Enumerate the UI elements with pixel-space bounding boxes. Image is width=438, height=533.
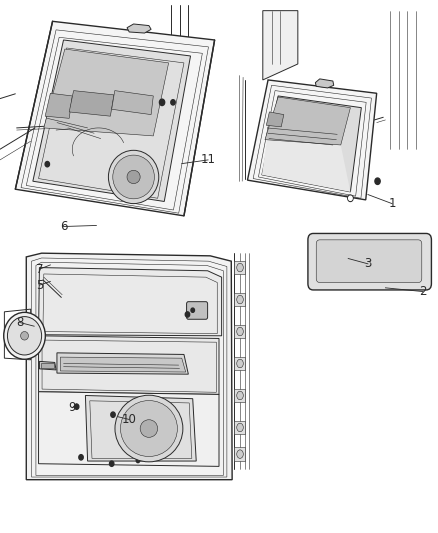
Polygon shape [315, 79, 334, 88]
Circle shape [159, 99, 165, 106]
FancyBboxPatch shape [316, 240, 422, 282]
Ellipse shape [237, 391, 244, 400]
Ellipse shape [120, 401, 177, 456]
Text: 1: 1 [388, 197, 396, 210]
Circle shape [79, 455, 83, 460]
Polygon shape [112, 91, 153, 115]
Circle shape [110, 461, 114, 466]
Ellipse shape [115, 395, 183, 462]
Circle shape [335, 124, 339, 130]
Bar [41, 363, 54, 368]
Bar [234, 421, 245, 434]
Polygon shape [127, 24, 151, 33]
Text: 6: 6 [60, 220, 67, 233]
Circle shape [171, 100, 175, 105]
Polygon shape [85, 395, 196, 461]
Circle shape [348, 195, 353, 201]
Text: 11: 11 [201, 154, 215, 166]
Circle shape [74, 404, 79, 409]
Bar [234, 293, 245, 306]
Bar [234, 357, 245, 370]
Ellipse shape [140, 420, 158, 437]
Polygon shape [262, 139, 350, 192]
Polygon shape [69, 91, 114, 116]
Circle shape [185, 312, 190, 317]
Polygon shape [263, 11, 298, 80]
Polygon shape [44, 49, 169, 136]
Ellipse shape [127, 170, 140, 183]
Polygon shape [266, 112, 284, 127]
Bar [234, 261, 245, 274]
Text: 10: 10 [122, 413, 137, 426]
Bar [234, 447, 245, 461]
Polygon shape [15, 21, 215, 216]
Ellipse shape [237, 295, 244, 304]
Polygon shape [262, 96, 361, 192]
Circle shape [349, 196, 352, 200]
Bar [234, 389, 245, 402]
Ellipse shape [237, 359, 244, 368]
Text: 8: 8 [16, 316, 23, 329]
Polygon shape [33, 40, 191, 201]
Polygon shape [45, 93, 72, 118]
Polygon shape [39, 336, 219, 394]
Ellipse shape [237, 450, 244, 458]
FancyBboxPatch shape [308, 233, 431, 290]
Ellipse shape [237, 327, 244, 336]
Ellipse shape [21, 332, 28, 340]
Ellipse shape [237, 423, 244, 432]
Circle shape [375, 178, 380, 184]
Text: 5: 5 [36, 279, 43, 292]
Text: 3: 3 [364, 257, 371, 270]
Polygon shape [39, 392, 219, 466]
Circle shape [136, 458, 140, 463]
Ellipse shape [4, 312, 46, 359]
Polygon shape [57, 353, 188, 374]
Polygon shape [247, 80, 377, 200]
Polygon shape [26, 253, 232, 480]
Polygon shape [39, 361, 56, 370]
Circle shape [45, 161, 49, 167]
Polygon shape [60, 357, 186, 372]
Ellipse shape [237, 263, 244, 272]
Polygon shape [39, 268, 222, 336]
Text: 7: 7 [35, 263, 43, 276]
Bar [234, 325, 245, 338]
Text: 2: 2 [419, 285, 427, 298]
Ellipse shape [109, 150, 159, 204]
Polygon shape [265, 97, 350, 145]
Text: 9: 9 [68, 401, 76, 414]
FancyBboxPatch shape [187, 302, 208, 319]
Circle shape [111, 412, 115, 417]
Circle shape [191, 308, 194, 312]
Ellipse shape [7, 317, 42, 355]
Ellipse shape [113, 155, 154, 199]
